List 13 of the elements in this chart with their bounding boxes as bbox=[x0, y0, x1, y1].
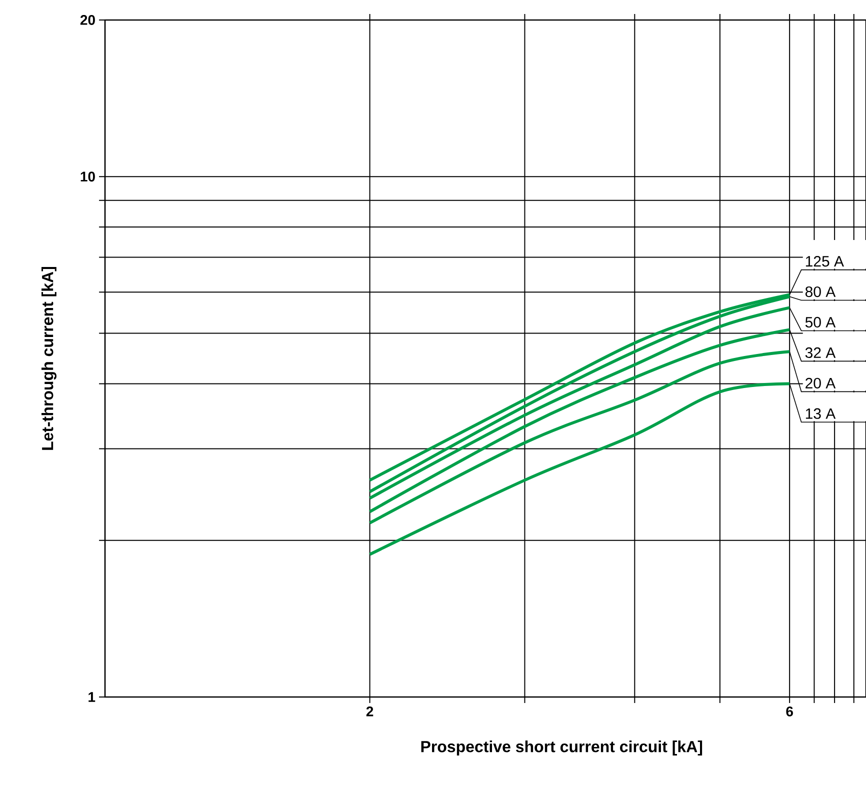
y-tick-label: 20 bbox=[80, 15, 95, 25]
series-label: 32 A bbox=[805, 347, 836, 358]
series-label: 80 A bbox=[805, 286, 836, 298]
y-axis-title: Let-through current [kA] bbox=[41, 266, 56, 450]
text: 125 A bbox=[806, 256, 844, 267]
x-tick-label: 2 bbox=[366, 706, 374, 716]
series-label: 50 A bbox=[805, 316, 836, 328]
y-tick-label: 10 bbox=[80, 172, 95, 182]
y-tick-label: 1 bbox=[88, 692, 96, 702]
x-axis-title: Prospective short current circuit [kA] bbox=[421, 740, 702, 756]
series-label: 13 A bbox=[806, 408, 836, 419]
x-tick-label: 6 bbox=[786, 706, 793, 716]
text: 20 A bbox=[806, 378, 836, 388]
